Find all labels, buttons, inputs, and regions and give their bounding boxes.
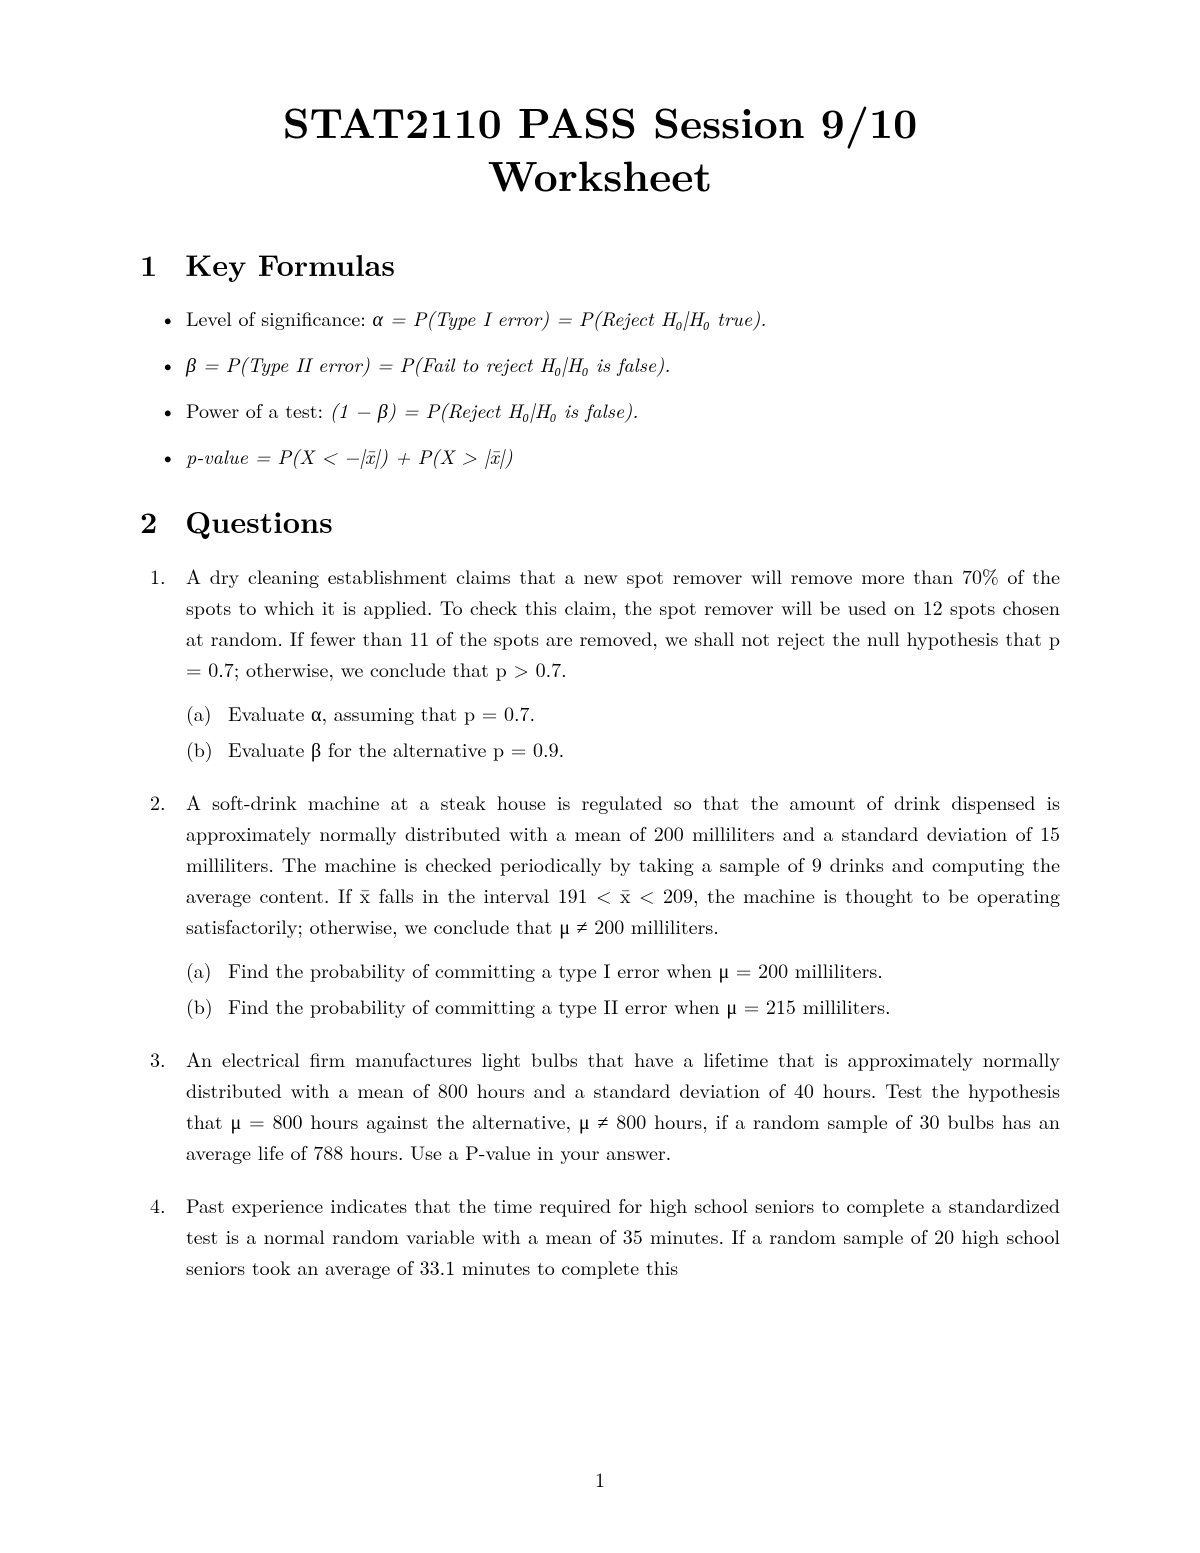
question-1a: Evaluate α, assuming that p = 0.7.	[228, 698, 1060, 728]
question-4: Past experience indicates that the time …	[186, 1189, 1060, 1282]
formula-1-math: α = P(Type I error) = P(Reject H₀|H₀ tru…	[372, 303, 766, 332]
question-2b: Find the probability of committing a typ…	[228, 991, 1060, 1021]
question-1: A dry cleaning establishment claims that…	[186, 560, 1060, 764]
question-4-text: Past experience indicates that the time …	[186, 1190, 1060, 1281]
question-2a: Find the probability of committing a typ…	[228, 955, 1060, 985]
section-2-num: 2	[140, 499, 157, 542]
page-number: 1	[0, 1464, 1200, 1493]
question-3: An electrical firm manufactures light bu…	[186, 1043, 1060, 1167]
question-2-subparts: Find the probability of committing a typ…	[186, 955, 1060, 1021]
formula-1-pre: Level of significance:	[186, 303, 372, 332]
formula-2: β = P(Type II error) = P(Fail to reject …	[186, 349, 1060, 379]
title-line-1: STAT2110 PASS Session 9/10	[283, 91, 918, 151]
question-2-text: A soft-drink machine at a steak house is…	[186, 787, 1060, 940]
question-2: A soft-drink machine at a steak house is…	[186, 786, 1060, 1021]
section-2-heading: 2 Questions	[140, 499, 1060, 542]
formula-list: Level of significance: α = P(Type I erro…	[140, 303, 1060, 471]
section-1-label: Key Formulas	[185, 242, 395, 285]
question-1-text: A dry cleaning establishment claims that…	[186, 561, 1060, 683]
formula-2-math: β = P(Type II error) = P(Fail to reject …	[186, 349, 670, 378]
question-list: A dry cleaning establishment claims that…	[140, 560, 1060, 1282]
formula-3-pre: Power of a test:	[186, 395, 330, 424]
formula-3-math: (1 − β) = P(Reject H₀|H₀ is false).	[330, 395, 639, 424]
section-1-num: 1	[140, 242, 157, 285]
question-1-subparts: Evaluate α, assuming that p = 0.7. Evalu…	[186, 698, 1060, 764]
section-1-heading: 1 Key Formulas	[140, 242, 1060, 285]
question-3-text: An electrical firm manufactures light bu…	[186, 1044, 1060, 1166]
formula-3: Power of a test: (1 − β) = P(Reject H₀|H…	[186, 395, 1060, 425]
title-line-2: Worksheet	[488, 144, 712, 204]
formula-4: p-value = P(X < −|x̄|) + P(X > |x̄|)	[186, 441, 1060, 471]
question-1b: Evaluate β for the alternative p = 0.9.	[228, 734, 1060, 764]
section-2-label: Questions	[185, 499, 333, 542]
document-title: STAT2110 PASS Session 9/10 Worksheet	[140, 95, 1060, 200]
formula-4-math: p-value = P(X < −|x̄|) + P(X > |x̄|)	[186, 441, 513, 470]
formula-1: Level of significance: α = P(Type I erro…	[186, 303, 1060, 333]
worksheet-page: STAT2110 PASS Session 9/10 Worksheet 1 K…	[0, 0, 1200, 1553]
